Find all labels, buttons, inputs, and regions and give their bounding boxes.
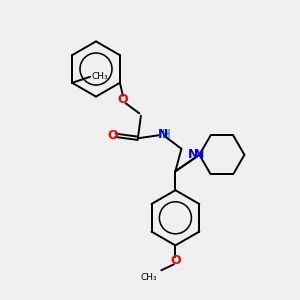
Text: O: O [118, 93, 128, 106]
Text: CH₃: CH₃ [141, 273, 158, 282]
Text: CH₃: CH₃ [91, 72, 108, 81]
Text: O: O [107, 129, 118, 142]
Text: N: N [188, 148, 198, 161]
Text: N: N [194, 148, 205, 161]
Text: H: H [162, 128, 171, 142]
Text: O: O [170, 254, 181, 267]
Text: N: N [158, 128, 168, 142]
